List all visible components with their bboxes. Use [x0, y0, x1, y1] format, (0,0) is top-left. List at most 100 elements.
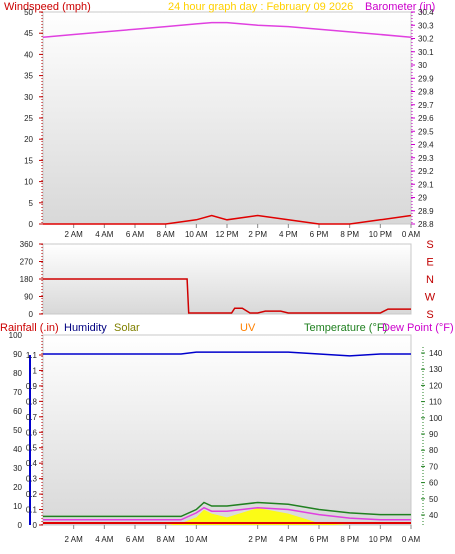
temperature-line: [43, 501, 411, 518]
left-tick-label: 30: [24, 93, 33, 102]
rain-axis: 0 0.1 0.2 0.3 0.4 0.5 0.6 0.7 0.8 0.9 1 1.1: [26, 335, 43, 530]
compass-label: S: [426, 239, 433, 251]
direction-axis: 0 90 180 270 360: [20, 240, 43, 319]
pct-tick-label: 100: [9, 331, 23, 340]
windspeed-label: Windspeed (mph): [4, 1, 91, 13]
temp-tick-label: 100: [429, 414, 443, 423]
x-tick-label: 8 AM: [157, 230, 176, 239]
right-tick-label: 29.1: [418, 180, 434, 189]
bottom-series: [43, 351, 411, 525]
x-tick-label: 2 AM: [65, 535, 84, 544]
rain-tick-label: 0.8: [26, 397, 38, 406]
left-tick-label: 25: [24, 114, 33, 123]
x-tick-label: 4 AM: [95, 535, 114, 544]
solar-area: [43, 507, 411, 525]
pct-tick-label: 10: [13, 502, 22, 511]
bottom-right-axis: 40 50 60 70 80 90 100 110 120 130 140: [421, 347, 443, 525]
x-tick-label: 0 AM: [402, 230, 421, 239]
temp-tick-label: 90: [429, 430, 438, 439]
right-tick-label: 29.6: [418, 114, 434, 123]
rain-tick-label: 0.9: [26, 382, 38, 391]
solar-label: Solar: [114, 322, 140, 334]
x-tick-label: 10 PM: [369, 535, 392, 544]
top-x-axis: 2 AM 4 AM 6 AM 8 AM 10 AM 12 PM 2 PM 4 PM 6 PM 8 …: [65, 224, 421, 239]
temperature-label: Temperature (°F): [304, 322, 387, 334]
dewpoint-label: Dew Point (°F): [382, 322, 454, 334]
pct-tick-label: 20: [13, 483, 22, 492]
x-tick-label: 2 PM: [248, 535, 267, 544]
direction-series: [43, 278, 411, 314]
x-tick-label: 2 AM: [65, 230, 84, 239]
top-right-axis: 28.8 28.9 29 29.1 29.2 29.3 29.4 29.5 29.6 29.7 29…: [411, 8, 434, 229]
top-plot-area: [42, 11, 412, 225]
compass-label: W: [425, 292, 436, 304]
rain-tick-label: 0: [33, 521, 38, 530]
rain-tick-label: 0.7: [26, 413, 38, 422]
rain-tick-label: 0.5: [26, 444, 38, 453]
right-tick-label: 30.3: [418, 21, 434, 30]
bottom-left-axis: 0 10 20 30 40 50 60 70 80 90 100: [9, 331, 31, 530]
rain-tick-label: 0.6: [26, 428, 38, 437]
bottom-plot-area: [42, 334, 412, 526]
compass-label: E: [426, 257, 433, 269]
barometer-line: [42, 21, 412, 38]
top-left-axis: 0 5 10 15 20 25 30 35 40 45 50: [24, 8, 43, 229]
barometer-label: Barometer (in): [365, 1, 435, 13]
x-tick-label: 6 PM: [310, 535, 329, 544]
x-tick-label: 4 PM: [279, 535, 298, 544]
left-tick-label: 45: [24, 29, 33, 38]
left-tick-label: 5: [29, 199, 34, 208]
dir-tick-label: 360: [20, 240, 34, 249]
left-tick-label: 35: [24, 72, 33, 81]
pct-tick-label: 70: [13, 388, 22, 397]
rain-tick-label: 1: [33, 366, 38, 375]
left-tick-label: 0: [29, 220, 34, 229]
compass-label: S: [426, 309, 433, 321]
temp-tick-label: 60: [429, 479, 438, 488]
compass-label: N: [426, 274, 434, 286]
temp-tick-label: 80: [429, 446, 438, 455]
pct-tick-label: 80: [13, 369, 22, 378]
right-tick-label: 29.9: [418, 74, 434, 83]
left-tick-label: 20: [24, 135, 33, 144]
right-tick-label: 30.2: [418, 35, 434, 44]
right-tick-label: 30: [418, 61, 427, 70]
graph-title: 24 hour graph day : February 09 2026: [168, 1, 353, 13]
rain-tick-label: 1.1: [26, 351, 38, 360]
left-tick-label: 40: [24, 50, 33, 59]
x-tick-label: 4 PM: [279, 230, 298, 239]
bottom-x-axis: 2 AM 4 AM 6 AM 8 AM 10 AM 2 PM 4 PM 6 PM 8 PM 10 …: [65, 525, 420, 544]
rain-tick-label: 0.3: [26, 475, 38, 484]
x-tick-label: 8 PM: [340, 230, 359, 239]
temp-tick-label: 130: [429, 365, 443, 374]
rainfall-label: Rainfall (.in): [0, 322, 59, 334]
rain-tick-label: 0.1: [26, 506, 38, 515]
pct-tick-label: 60: [13, 407, 22, 416]
humidity-label: Humidity: [64, 322, 107, 334]
x-tick-label: 2 PM: [248, 230, 267, 239]
dir-tick-label: 90: [24, 293, 33, 302]
temp-tick-label: 140: [429, 349, 443, 358]
rain-tick-label: 0.2: [26, 490, 38, 499]
direction-line: [43, 278, 411, 314]
right-tick-label: 28.9: [418, 207, 434, 216]
right-tick-label: 30.4: [418, 8, 434, 17]
temp-tick-label: 40: [429, 511, 438, 520]
dir-tick-label: 0: [29, 310, 34, 319]
x-tick-label: 6 AM: [126, 535, 145, 544]
temp-tick-label: 70: [429, 462, 438, 471]
x-tick-label: 8 AM: [157, 535, 176, 544]
x-tick-label: 6 AM: [126, 230, 145, 239]
temp-tick-label: 110: [429, 398, 442, 407]
left-tick-label: 50: [24, 8, 33, 17]
x-tick-label: 6 PM: [310, 230, 329, 239]
windspeed-line: [43, 214, 412, 225]
x-tick-label: 8 PM: [340, 535, 359, 544]
x-tick-label: 10 AM: [185, 535, 208, 544]
pct-tick-label: 0: [18, 521, 23, 530]
top-series: [42, 21, 412, 225]
pct-tick-label: 90: [13, 350, 22, 359]
pct-tick-label: 30: [13, 464, 22, 473]
